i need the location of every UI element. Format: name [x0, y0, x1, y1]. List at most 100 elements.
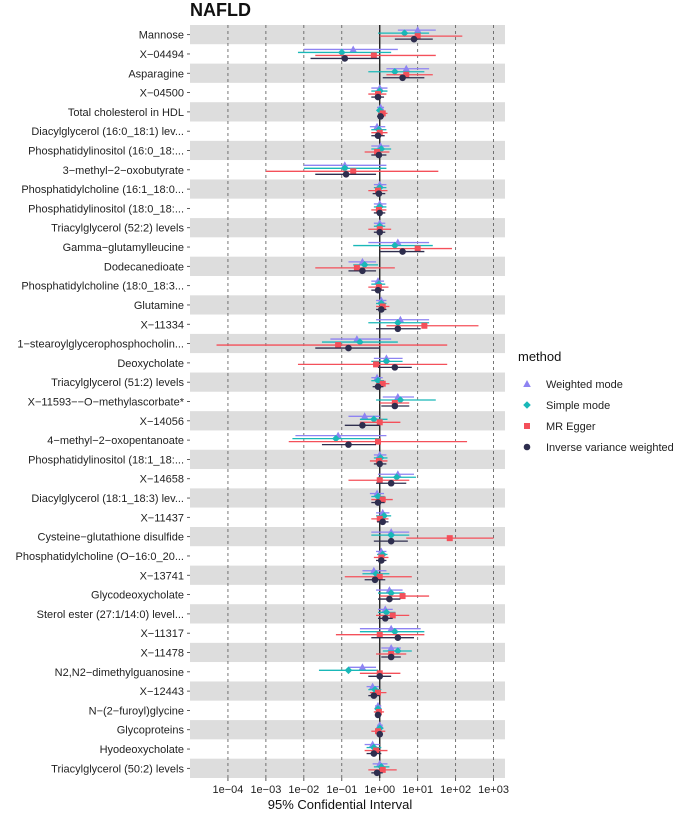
row-band [190, 604, 505, 624]
point-estimate [391, 241, 399, 250]
point-estimate [376, 129, 383, 136]
legend-title: method [518, 349, 561, 364]
point-estimate [394, 325, 402, 333]
x-axis-title: 95% Confidential Interval [268, 797, 413, 812]
y-tick-label: Phosphatidylinositol (18:1_18:... [28, 454, 184, 466]
point-estimate [374, 728, 381, 735]
point-estimate [387, 589, 395, 597]
x-tick-label: 1e−03 [250, 784, 281, 796]
point-estimate [373, 361, 380, 368]
y-tick-label: Cysteine−glutathione disulfide [38, 532, 184, 544]
y-tick-label: Diacylglycerol (18:1_18:3) lev... [31, 493, 184, 505]
point-estimate [391, 364, 399, 371]
y-tick-label: Phosphatidylcholine (16:1_18:0... [21, 184, 184, 196]
point-estimate [349, 45, 358, 53]
point-estimate [374, 499, 382, 506]
row-band [190, 237, 505, 257]
legend-label: Weighted mode [546, 379, 623, 391]
row-band [190, 44, 505, 64]
y-tick-label: Asparagine [128, 68, 184, 80]
row-band [190, 63, 505, 83]
point-estimate [371, 685, 379, 694]
point-estimate [374, 376, 382, 385]
row-band [190, 546, 505, 566]
legend-item-sm: Simple mode [523, 400, 610, 412]
point-estimate [410, 35, 418, 43]
point-estimate [387, 479, 395, 487]
point-estimate [374, 149, 381, 155]
x-tick-label: 1e+01 [402, 784, 433, 796]
point-estimate [376, 515, 383, 522]
legend-item-wm: Weighted mode [523, 379, 623, 391]
point-estimate [376, 228, 384, 236]
row-band [190, 295, 505, 315]
row-band [190, 353, 505, 373]
row-band [190, 565, 505, 585]
point-estimate [376, 419, 383, 426]
point-estimate [371, 576, 379, 584]
legend-item-ivw: Inverse variance weighted [523, 442, 674, 454]
y-tick-label: Triacylglycerol (50:2) levels [51, 763, 184, 775]
row-band [190, 179, 505, 199]
point-estimate [400, 29, 409, 37]
y-tick-label: Dodecanedioate [104, 261, 184, 273]
y-tick-label: X−04494 [140, 49, 184, 61]
y-tick-label: X−14658 [140, 474, 184, 486]
row-bands [190, 25, 505, 778]
x-tick-label: 1e−02 [288, 784, 319, 796]
y-tick-label: X−11317 [140, 628, 184, 640]
y-tick-label: Diacylglycerol (16:0_18:1) lev... [31, 126, 184, 138]
point-estimate [381, 615, 389, 622]
x-axis-ticks: 1e−04 1e−03 1e−02 1e−01 1e+00 1e+01 1e+02 1e+03 [212, 778, 509, 796]
point-estimate [399, 248, 406, 255]
y-tick-label: 1−stearoylglycerophosphocholin... [17, 339, 184, 351]
y-tick-label: Gamma−glutamylleucine [63, 242, 184, 254]
point-estimate [374, 383, 382, 390]
point-estimate [378, 306, 385, 313]
y-tick-label: 3−methyl−2−oxobutyrate [63, 165, 184, 177]
point-estimate [359, 267, 366, 275]
y-tick-label: Phosphatidylcholine (18:0_18:3... [21, 281, 184, 293]
row-band [190, 82, 505, 103]
point-estimate [394, 647, 402, 655]
row-band [190, 198, 505, 219]
legend-label: Simple mode [546, 400, 610, 412]
row-band [190, 218, 505, 238]
legend-key-sm [523, 401, 531, 409]
point-estimate [374, 492, 382, 501]
legend-item-egger: MR Egger [524, 421, 596, 433]
y-tick-label: X−11593−−O−methylascorbate* [28, 397, 185, 409]
point-estimate [378, 557, 385, 564]
x-tick-label: 1e−01 [326, 784, 357, 796]
x-tick-label: 1e+02 [440, 784, 471, 796]
legend-key-wm [523, 380, 531, 387]
point-estimate [379, 380, 386, 387]
point-estimate [376, 477, 383, 484]
y-tick-label: Glutamine [134, 300, 184, 312]
point-estimate [350, 168, 357, 175]
row-band [190, 584, 505, 605]
point-estimate [376, 209, 384, 217]
y-tick-label: Glycoproteins [117, 725, 185, 737]
y-tick-label: Total cholesterol in HDL [68, 107, 184, 119]
point-estimate [421, 322, 428, 329]
point-estimate [335, 342, 342, 349]
chart-title: NAFLD [190, 0, 251, 20]
row-band [190, 160, 505, 180]
row-band [190, 449, 505, 470]
point-estimate [394, 634, 402, 641]
point-estimate [374, 93, 382, 101]
point-estimate [402, 64, 411, 72]
point-estimate [379, 766, 386, 773]
y-tick-label: X−04500 [140, 88, 184, 100]
y-tick-label: Phosphatidylcholine (O−16:0_20... [16, 551, 184, 563]
point-estimate [374, 286, 382, 294]
point-estimate [374, 711, 382, 719]
y-tick-label: Phosphatidylinositol (18:0_18:... [28, 203, 184, 215]
row-band [190, 25, 505, 45]
point-estimate [337, 48, 346, 57]
point-estimate [414, 245, 421, 252]
point-estimate [332, 434, 340, 443]
row-band [190, 430, 505, 450]
